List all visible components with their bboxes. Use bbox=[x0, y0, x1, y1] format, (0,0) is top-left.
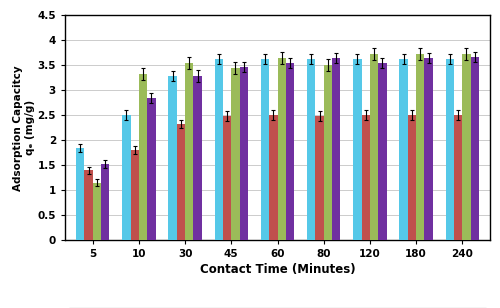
Bar bbox=[462, 54, 470, 240]
Bar bbox=[470, 57, 479, 240]
Bar bbox=[400, 59, 408, 240]
Bar bbox=[332, 58, 340, 240]
Bar bbox=[130, 150, 139, 240]
Bar bbox=[92, 183, 101, 240]
Bar bbox=[454, 115, 462, 240]
Bar bbox=[101, 164, 110, 240]
Bar bbox=[177, 124, 185, 240]
Bar bbox=[185, 63, 194, 240]
Bar bbox=[316, 116, 324, 240]
Bar bbox=[424, 58, 432, 240]
Bar bbox=[214, 59, 223, 240]
Bar bbox=[168, 76, 177, 240]
Y-axis label: Adsorption Capacitcy
qₑ (mg/g): Adsorption Capacitcy qₑ (mg/g) bbox=[13, 65, 34, 191]
Bar bbox=[84, 170, 92, 240]
X-axis label: Contact Time (Minutes): Contact Time (Minutes) bbox=[200, 263, 356, 277]
Bar bbox=[378, 63, 386, 240]
Bar bbox=[286, 63, 294, 240]
Bar bbox=[324, 65, 332, 240]
Bar bbox=[147, 98, 156, 240]
Bar bbox=[408, 115, 416, 240]
Bar bbox=[223, 116, 232, 240]
Bar bbox=[76, 148, 84, 240]
Bar bbox=[446, 59, 454, 240]
Bar bbox=[416, 54, 424, 240]
Bar bbox=[278, 58, 286, 240]
Bar bbox=[232, 68, 239, 240]
Bar bbox=[354, 59, 362, 240]
Bar bbox=[240, 67, 248, 240]
Bar bbox=[194, 76, 202, 240]
Bar bbox=[122, 115, 130, 240]
Bar bbox=[269, 115, 278, 240]
Bar bbox=[307, 59, 316, 240]
Bar bbox=[261, 59, 269, 240]
Bar bbox=[370, 54, 378, 240]
Bar bbox=[139, 74, 147, 240]
Bar bbox=[362, 115, 370, 240]
